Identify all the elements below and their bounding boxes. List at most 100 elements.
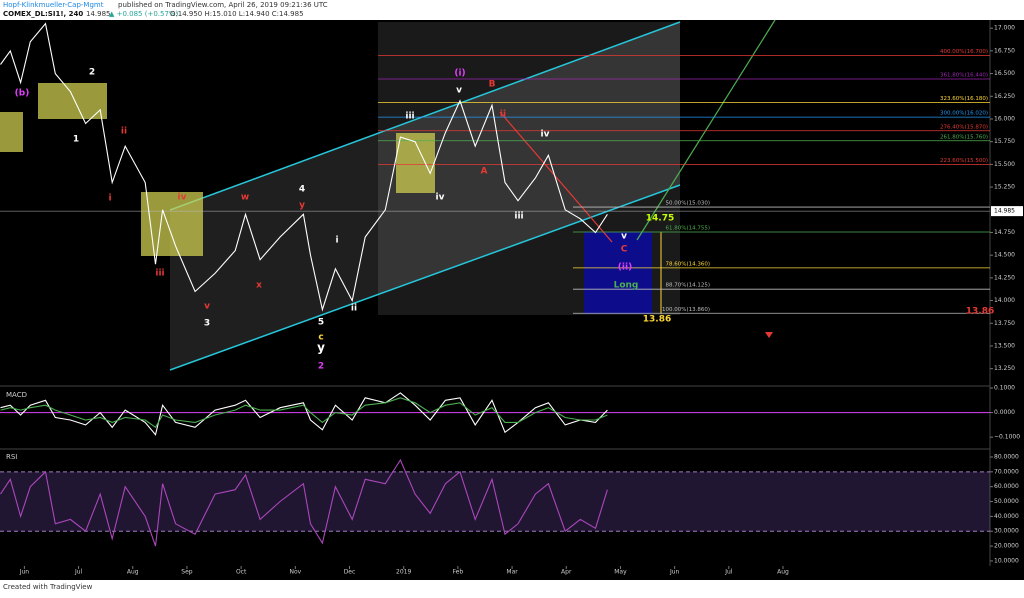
wave-label: iii (405, 112, 414, 122)
ohlc: O:14.950 H:15.010 L:14.940 C:14.985 (170, 10, 304, 18)
wave-label: i (108, 194, 111, 204)
fib-label: 100.00%(13.860) (662, 307, 710, 313)
fib-label: 78.60%(14.360) (665, 261, 710, 267)
fib-label: 323.60%(16.180) (940, 96, 988, 102)
current-price-box (991, 206, 1023, 217)
wave-label: 13.86 (966, 307, 994, 317)
y-tick-label: 10.0000 (994, 557, 1019, 564)
wave-label: i (335, 236, 338, 246)
x-tick-label: Feb (453, 569, 464, 576)
x-tick-label: Dec (344, 569, 356, 576)
y-tick-label: 20.0000 (994, 543, 1019, 550)
wave-label: (b) (15, 89, 30, 99)
fib-label: 50.00%(15.030) (665, 201, 710, 207)
fib-label: 261.80%(15.760) (940, 134, 988, 140)
long-box (584, 232, 652, 314)
wave-label: y (299, 201, 305, 211)
wave-label: (ii) (618, 263, 632, 273)
x-tick-label: Jul (74, 569, 83, 576)
y-tick-label: 14.500 (994, 252, 1015, 259)
y-tick-label: 60.0000 (994, 483, 1019, 490)
wave-label: B (489, 80, 496, 90)
x-tick-label: Mar (506, 569, 518, 576)
wave-label: ii (351, 304, 357, 314)
y-tick-label: 50.0000 (994, 498, 1019, 505)
footer: Created with TradingView (3, 583, 93, 591)
wave-label: v (456, 86, 462, 96)
x-tick-label: Jun (669, 569, 680, 576)
series-line (0, 397, 608, 429)
x-tick-label: Jun (19, 569, 30, 576)
change: ▲ +0.085 (+0.57%) (109, 10, 179, 18)
wave-label: 4 (299, 185, 305, 195)
wave-label: Long (614, 281, 639, 291)
wave-label: w (241, 193, 249, 203)
x-tick-label: Nov (289, 569, 301, 576)
wave-label: v (621, 232, 627, 242)
y-tick-label: 15.750 (994, 138, 1015, 145)
y-tick-label: 13.750 (994, 320, 1015, 327)
rsi-band (0, 471, 990, 532)
y-tick-label: 0.0000 (994, 409, 1015, 416)
fib-label: 400.00%(16.700) (940, 49, 988, 55)
fib-label: 61.80%(14.755) (665, 226, 710, 232)
last-price: 14.985 (86, 10, 111, 18)
x-tick-label: Oct (236, 569, 247, 576)
wave-label: 13.86 (643, 315, 671, 325)
series-line (0, 392, 608, 436)
wave-label: ii (121, 127, 127, 137)
fib-label: 361.80%(16.440) (940, 73, 988, 79)
y-tick-label: 16.500 (994, 70, 1015, 77)
wave-label: iv (436, 193, 445, 203)
x-tick-label: 2019 (396, 569, 411, 576)
box (0, 112, 23, 152)
fib-label: 300.00%(16.020) (940, 111, 988, 117)
y-tick-label: 70.0000 (994, 468, 1019, 475)
y-tick-label: 13.250 (994, 365, 1015, 372)
series-line (0, 22, 608, 312)
channel-fill (170, 22, 680, 370)
author[interactable]: Hopf-Klinkmueller-Cap-Mgmt (3, 1, 104, 9)
drawings (0, 19, 991, 566)
x-tick-label: Jul (724, 569, 733, 576)
box (38, 83, 107, 119)
x-tick-label: Apr (561, 569, 572, 576)
down-arrow (765, 332, 773, 338)
y-tick-label: 0.1000 (994, 385, 1015, 392)
wave-label: A (481, 167, 488, 177)
symbol: COMEX_DL:SI1!, 240 (3, 10, 83, 18)
fib-label: 223.60%(15.500) (940, 158, 988, 164)
wave-label: 2 (318, 362, 324, 372)
panel-title: MACD (6, 391, 27, 399)
panel-title: RSI (6, 453, 17, 461)
arrow (499, 111, 613, 243)
y-tick-label: 13.500 (994, 342, 1015, 349)
y-tick-label: 30.0000 (994, 528, 1019, 535)
wave-label: iii (155, 269, 164, 279)
y-tick-label: 16.000 (994, 115, 1015, 122)
series-line (0, 458, 608, 547)
fib-label: 88.70%(14.125) (665, 283, 710, 289)
y-tick-label: −0.1000 (994, 434, 1020, 441)
wave-label: iii (514, 212, 523, 222)
wave-label: x (256, 281, 262, 291)
chart-bg (0, 20, 1024, 580)
wave-label: ii (500, 110, 506, 120)
y-tick-label: 40.0000 (994, 513, 1019, 520)
y-tick-label: 15.250 (994, 184, 1015, 191)
box (141, 192, 203, 256)
fib-label: 276.40%(15.870) (940, 124, 988, 130)
y-tick-label: 16.250 (994, 93, 1015, 100)
x-tick-label: May (614, 569, 627, 576)
channel-upper (169, 21, 681, 211)
channel-lower (169, 184, 681, 371)
x-tick-label: Aug (127, 569, 139, 576)
y-tick-label: 15.500 (994, 161, 1015, 168)
wave-label: iv (541, 130, 550, 140)
wave-label: 2 (89, 68, 95, 78)
wave-label: y (317, 341, 325, 355)
wave-label: 3 (204, 319, 210, 329)
y-tick-label: 14.000 (994, 297, 1015, 304)
published: published on TradingView.com, April 26, … (118, 1, 328, 9)
